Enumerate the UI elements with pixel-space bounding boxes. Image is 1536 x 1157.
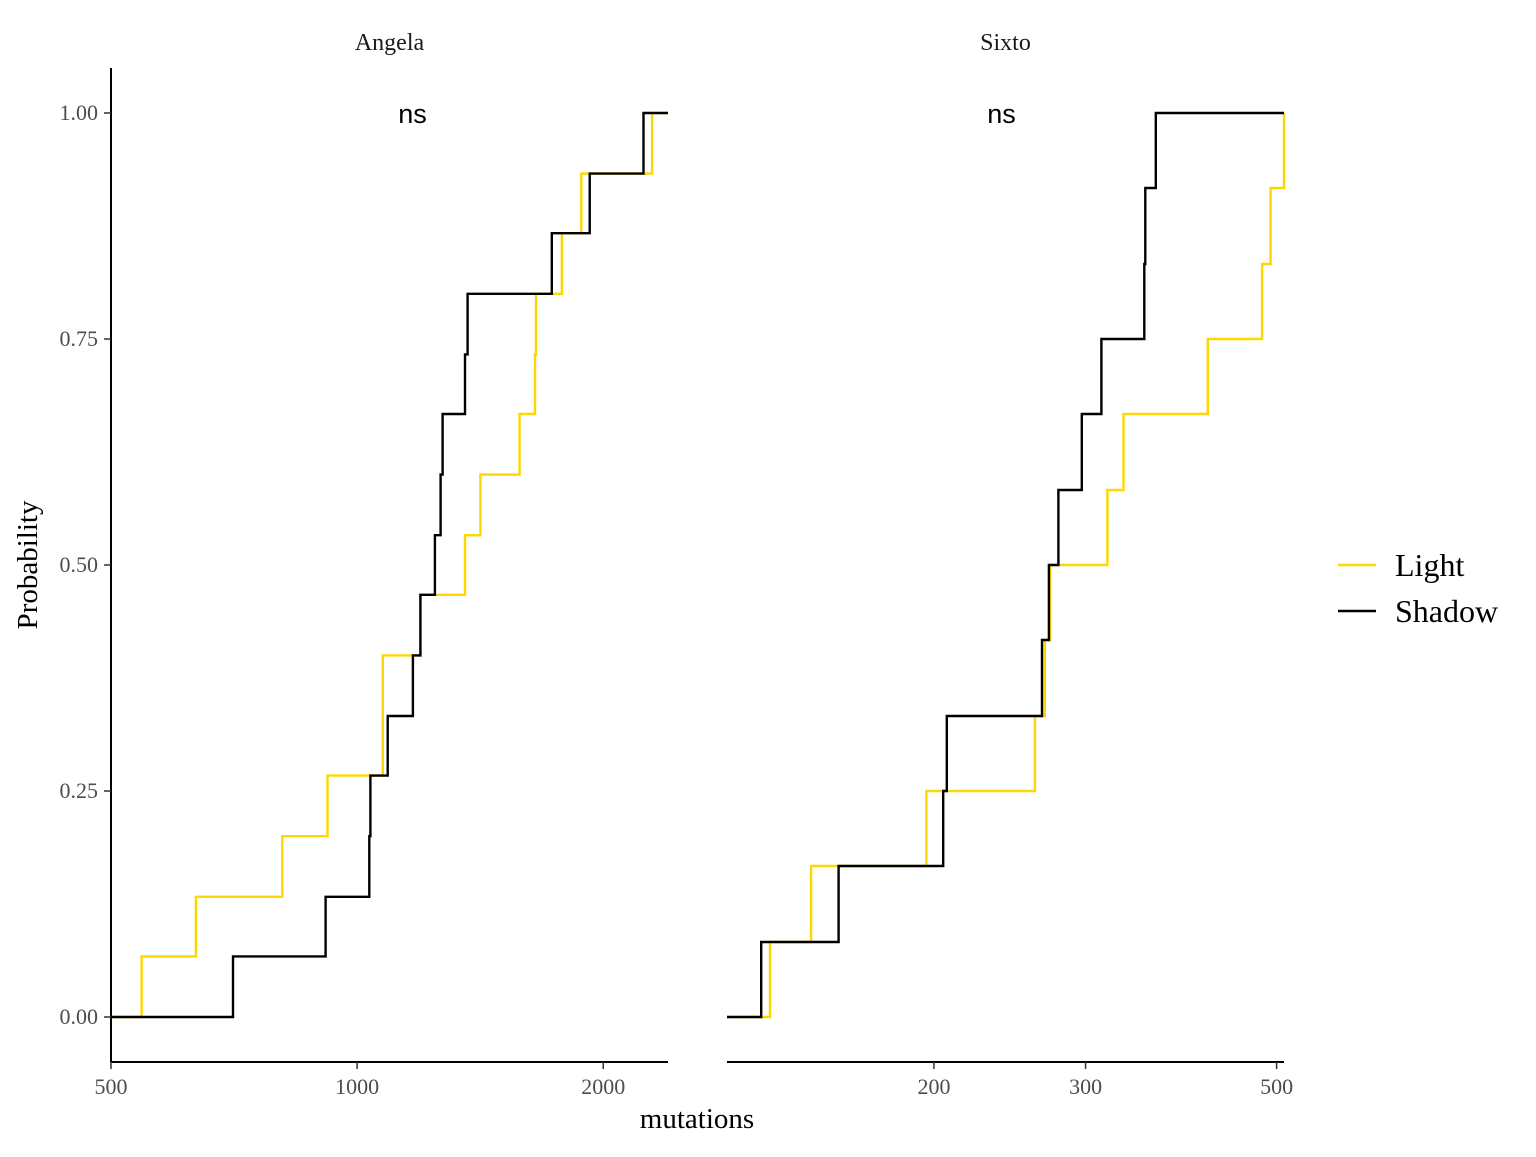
series-line-shadow (727, 111, 1284, 1019)
panel-strip-label: Sixto (980, 30, 1031, 56)
legend: Light Shadow (1338, 547, 1498, 629)
y-tick-label: 1.00 (60, 100, 99, 125)
panel-1: Sixto 200 300 500 ns (727, 30, 1293, 1099)
x-axis-title: mutations (640, 1103, 754, 1135)
y-tick-label: 0.75 (60, 326, 99, 351)
x-tick-label: 2000 (581, 1074, 625, 1099)
panel-0: Angela 500 1000 2000 0.00 0.25 0.50 0.75 1.00 ns (60, 30, 668, 1099)
legend-label-light: Light (1395, 547, 1464, 583)
x-tick-label: 500 (1260, 1074, 1293, 1099)
legend-label-shadow: Shadow (1395, 593, 1498, 629)
panel-strip-label: Angela (355, 30, 425, 56)
x-tick-label: 500 (95, 1074, 128, 1099)
y-axis-title: Probability (12, 500, 44, 629)
series-line-shadow (111, 111, 668, 1019)
y-tick-label: 0.50 (60, 552, 99, 577)
significance-annotation: ns (398, 99, 427, 129)
series-line-light (727, 113, 1286, 1019)
y-tick-label: 0.00 (60, 1004, 99, 1029)
x-tick-label: 200 (917, 1074, 950, 1099)
series-line-light (111, 111, 668, 1019)
significance-annotation: ns (987, 99, 1016, 129)
y-tick-label: 0.25 (60, 778, 99, 803)
x-tick-label: 300 (1069, 1074, 1102, 1099)
x-tick-label: 1000 (335, 1074, 379, 1099)
